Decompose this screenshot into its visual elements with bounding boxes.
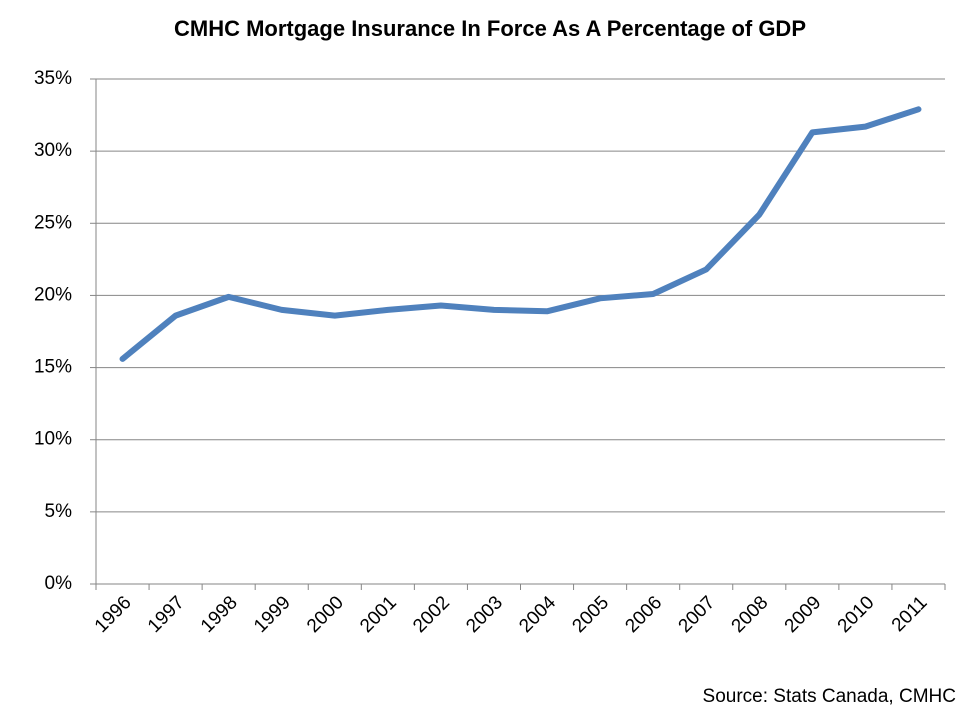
- chart-title: CMHC Mortgage Insurance In Force As A Pe…: [174, 16, 806, 41]
- y-tick-label: 15%: [34, 357, 72, 378]
- x-tick-label: 1999: [250, 592, 295, 637]
- x-tick-label: 2007: [675, 592, 720, 637]
- y-tick-label: 5%: [45, 501, 73, 522]
- x-tick-label: 2006: [621, 592, 666, 637]
- x-tick-label: 2004: [515, 592, 560, 637]
- x-tick-label: 2010: [834, 592, 879, 637]
- y-tick-label: 20%: [34, 284, 72, 305]
- x-tick-label: 1998: [197, 592, 242, 637]
- y-tick-label: 30%: [34, 140, 72, 161]
- y-tick-label: 25%: [34, 212, 72, 233]
- x-tick-label: 2000: [303, 592, 348, 637]
- x-tick-label: 2005: [568, 592, 613, 637]
- x-tick-label: 2002: [409, 592, 454, 637]
- y-tick-label: 35%: [34, 68, 72, 89]
- x-tick-label: 2009: [781, 592, 826, 637]
- x-tick-label: 2008: [728, 592, 773, 637]
- source-note: Source: Stats Canada, CMHC: [703, 686, 956, 707]
- x-tick-label: 1996: [91, 592, 136, 637]
- x-tick-label: 2003: [462, 592, 507, 637]
- x-tick-label: 2011: [888, 592, 932, 636]
- y-tick-label: 0%: [45, 573, 73, 594]
- x-tick-label: 1997: [144, 592, 189, 637]
- y-tick-label: 10%: [34, 429, 72, 450]
- data-line: [119, 106, 922, 362]
- x-tick-label: 2001: [356, 592, 401, 637]
